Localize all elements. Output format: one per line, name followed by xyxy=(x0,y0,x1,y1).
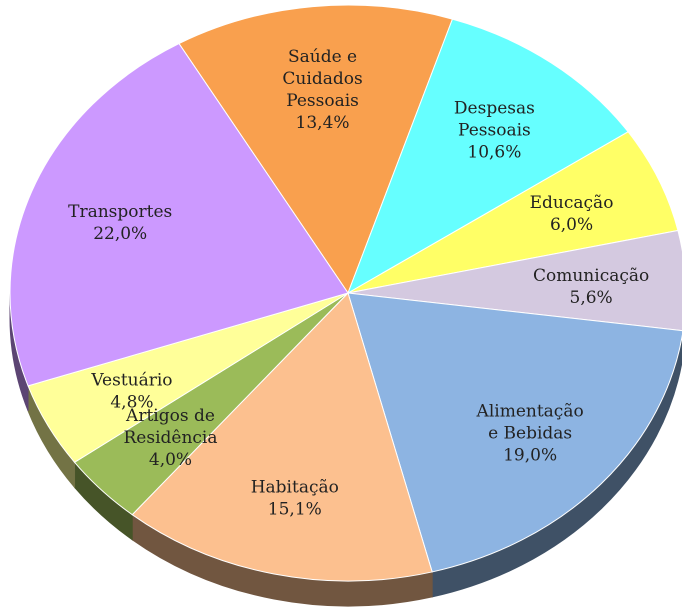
value-label: 5,6% xyxy=(570,288,613,308)
slice-label: Saúde e Cuidados Pessoais xyxy=(282,47,362,111)
slice xyxy=(178,4,454,295)
value-label: 15,1% xyxy=(268,499,322,519)
slice-label: Artigos de Residência xyxy=(123,406,217,448)
slice xyxy=(347,292,682,573)
value-label: 6,0% xyxy=(550,215,593,235)
slice xyxy=(347,131,679,294)
slice-label: Vestuário xyxy=(90,370,172,390)
slice-label: Transportes xyxy=(68,202,172,222)
slice xyxy=(9,42,349,387)
slice-label: Comunicação xyxy=(533,266,649,286)
value-label: 4,8% xyxy=(110,392,153,412)
value-label: 10,6% xyxy=(467,142,521,162)
slice-label: Habitação xyxy=(251,477,339,497)
value-label: 19,0% xyxy=(503,446,557,466)
slice-label: Despesas Pessoais xyxy=(454,98,535,140)
value-label: 4,0% xyxy=(149,450,192,470)
value-label: 13,4% xyxy=(296,113,350,133)
slice xyxy=(347,18,629,295)
slice-label: Alimentação e Bebidas xyxy=(476,402,584,444)
value-label: 22,0% xyxy=(93,224,147,244)
slice xyxy=(131,292,433,582)
slice-label: Educação xyxy=(530,193,614,213)
slice xyxy=(347,229,682,332)
